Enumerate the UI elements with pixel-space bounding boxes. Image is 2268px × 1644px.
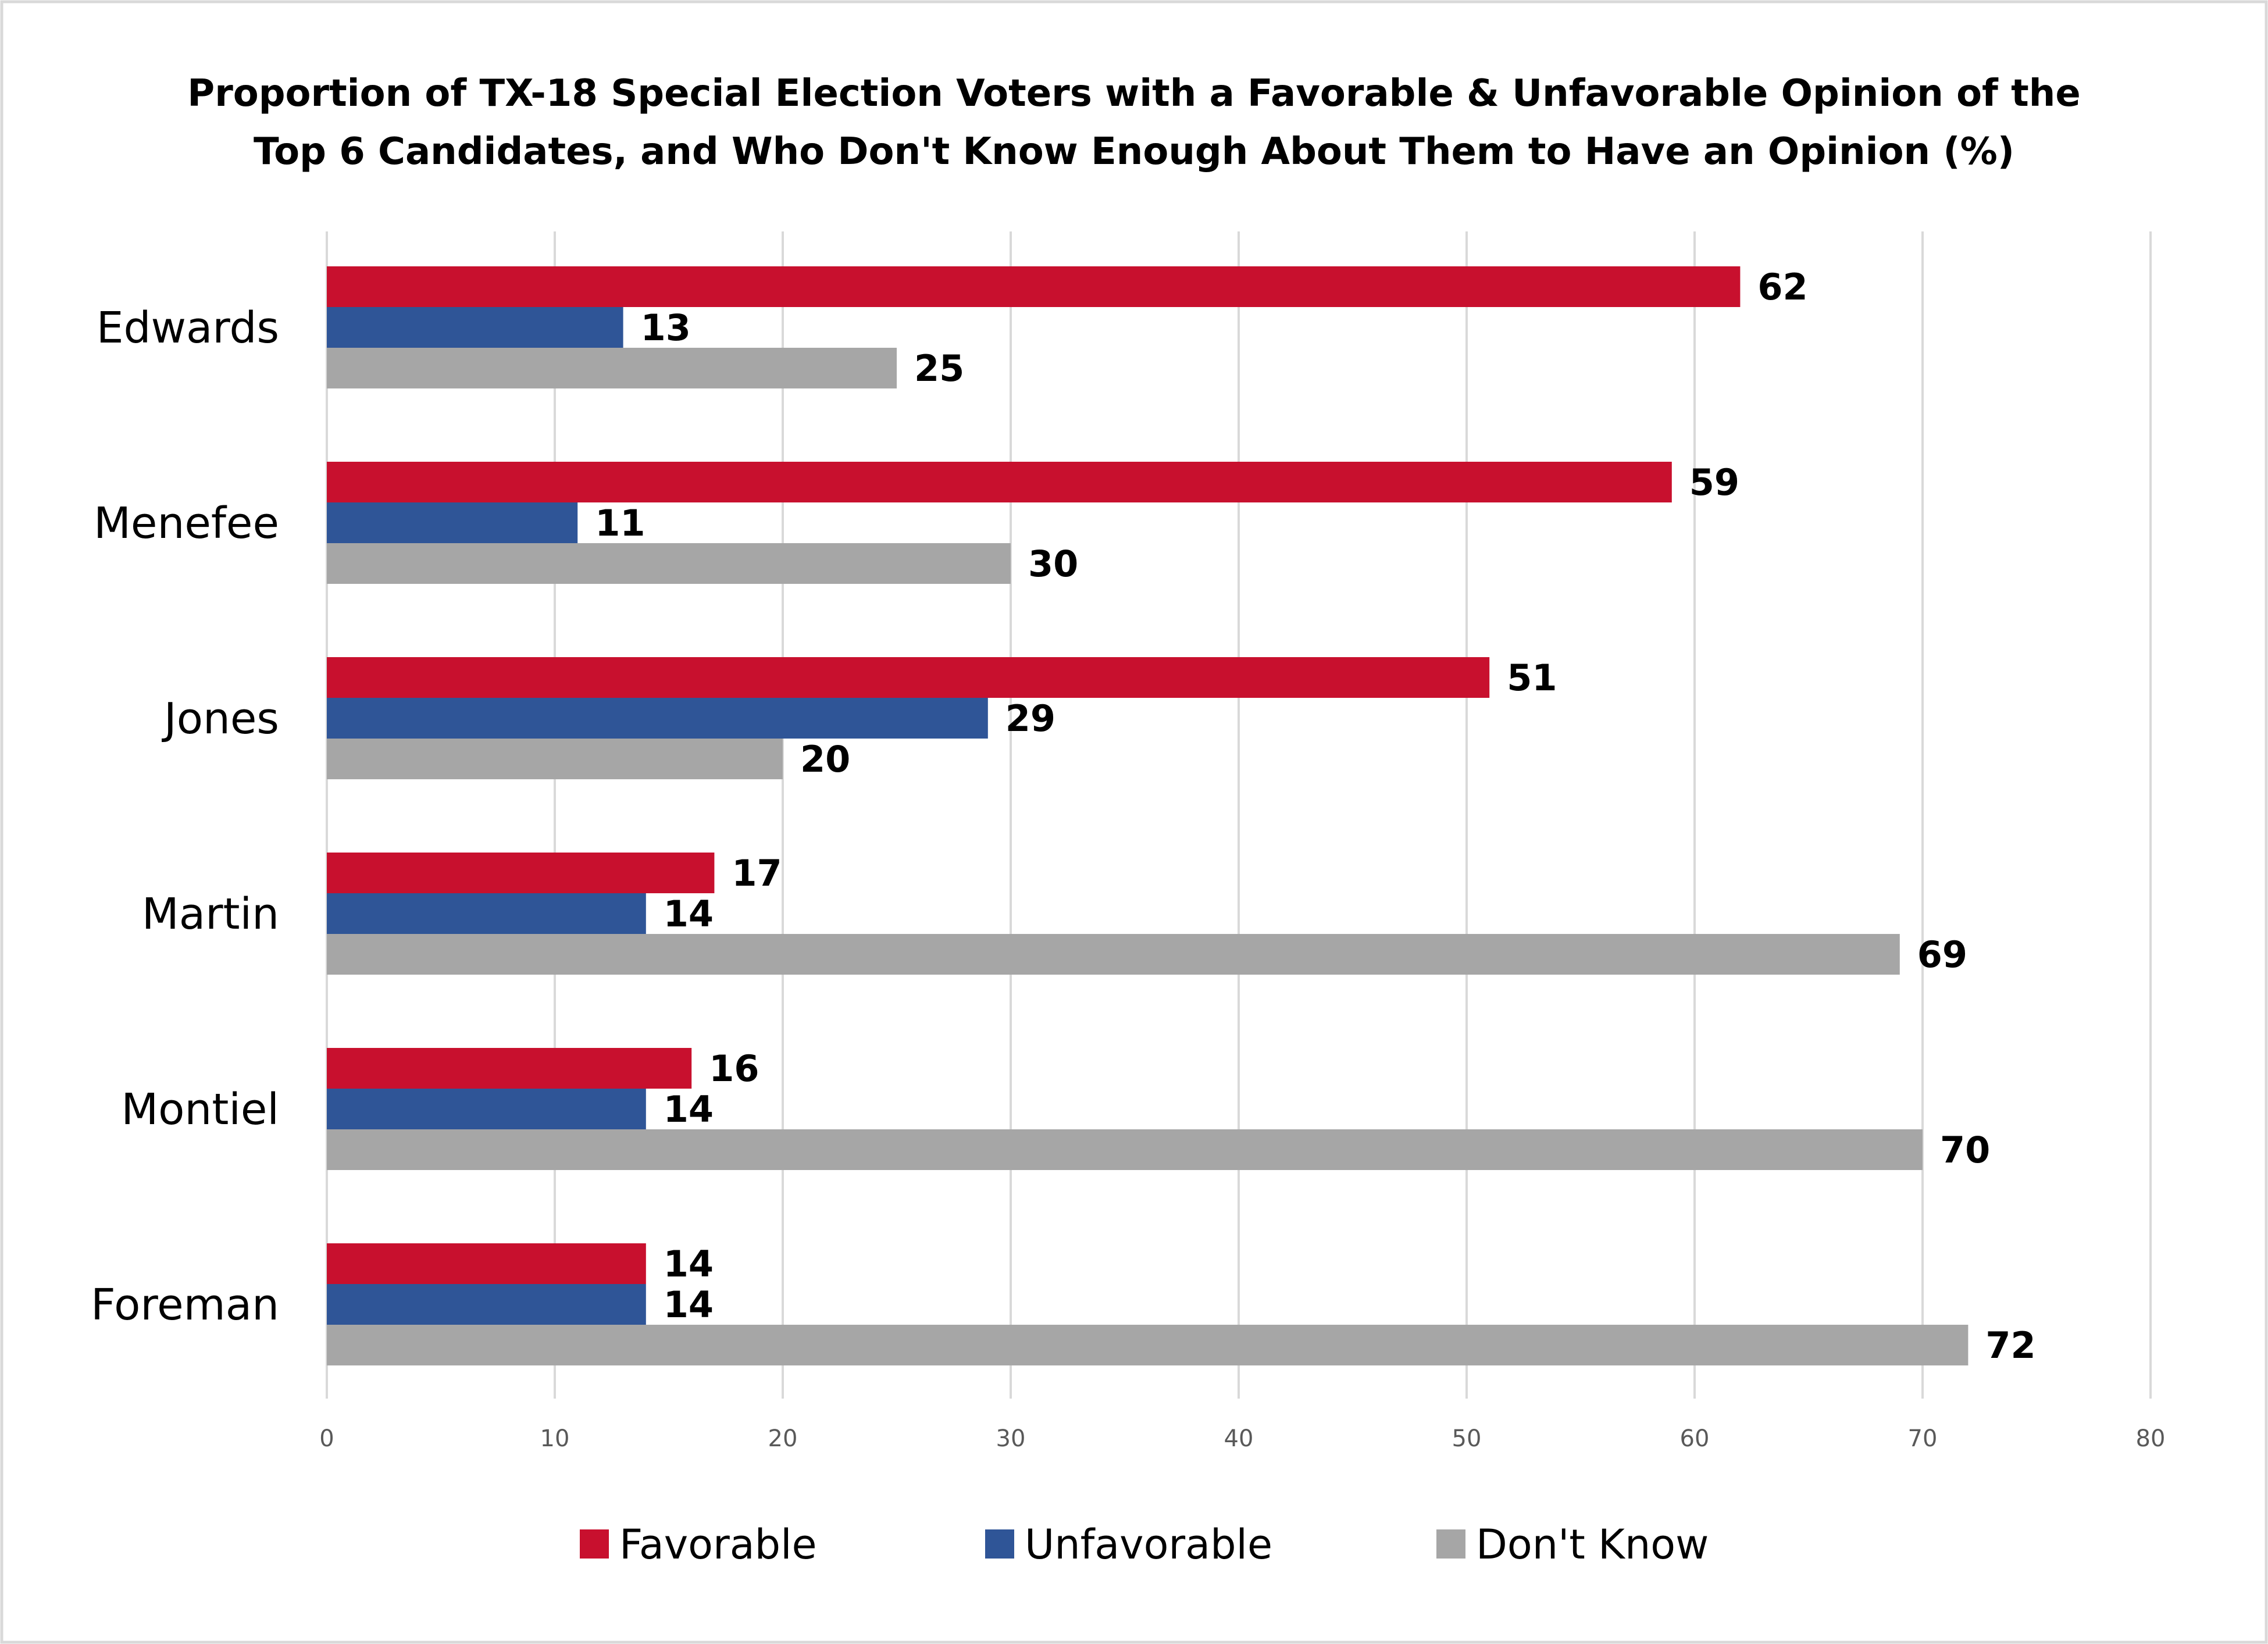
data-label: 20	[800, 738, 850, 780]
data-label: 70	[1940, 1129, 1990, 1171]
bar-unfavorable-foreman	[327, 1284, 646, 1325]
legend-swatch	[1436, 1529, 1465, 1559]
data-label: 11	[595, 502, 645, 544]
data-label: 17	[732, 852, 782, 894]
bar-unfavorable-martin	[327, 893, 646, 934]
data-label: 72	[1985, 1324, 2035, 1367]
data-label: 13	[641, 306, 691, 349]
legend-swatch	[985, 1529, 1014, 1559]
x-tick-label: 50	[1452, 1425, 1482, 1452]
legend-label: Favorable	[619, 1521, 817, 1568]
data-label: 14	[664, 1283, 714, 1326]
bar-favorable-foreman	[327, 1243, 646, 1284]
chart-title-line-1: Proportion of TX-18 Special Election Vot…	[187, 72, 2080, 115]
bar-favorable-jones	[327, 657, 1490, 698]
bar-don-t-know-edwards	[327, 348, 897, 388]
data-label: 25	[914, 347, 964, 390]
legend-swatch	[580, 1529, 609, 1559]
bar-unfavorable-montiel	[327, 1089, 646, 1129]
data-label: 14	[664, 1243, 714, 1285]
bar-favorable-martin	[327, 853, 715, 893]
category-label: Montiel	[121, 1085, 279, 1135]
category-label: Martin	[142, 889, 279, 939]
bar-don-t-know-menefee	[327, 543, 1011, 584]
data-label: 14	[664, 1088, 714, 1131]
data-label: 30	[1028, 543, 1078, 585]
data-label: 51	[1507, 657, 1557, 699]
bar-don-t-know-martin	[327, 934, 1900, 975]
bar-don-t-know-foreman	[327, 1325, 1969, 1365]
x-tick-label: 0	[319, 1425, 334, 1452]
category-label: Edwards	[97, 303, 279, 353]
category-label: Jones	[162, 694, 279, 744]
legend-label: Unfavorable	[1025, 1521, 1272, 1568]
data-label: 69	[1917, 933, 1967, 976]
data-label: 29	[1005, 697, 1055, 740]
x-tick-label: 30	[996, 1425, 1026, 1452]
data-label: 62	[1757, 266, 1807, 308]
bar-unfavorable-edwards	[327, 307, 623, 348]
category-label: Menefee	[94, 498, 279, 548]
bar-don-t-know-jones	[327, 739, 783, 779]
legend-label: Don't Know	[1476, 1521, 1709, 1568]
data-label: 59	[1689, 461, 1739, 504]
x-tick-label: 10	[540, 1425, 570, 1452]
chart-title-line-2: Top 6 Candidates, and Who Don't Know Eno…	[254, 130, 2014, 173]
bar-favorable-edwards	[327, 266, 1741, 307]
bar-don-t-know-montiel	[327, 1129, 1923, 1170]
data-label: 14	[664, 893, 714, 935]
bar-unfavorable-menefee	[327, 502, 578, 543]
bar-favorable-menefee	[327, 462, 1672, 502]
data-label: 16	[709, 1047, 759, 1090]
x-tick-label: 20	[768, 1425, 798, 1452]
bar-favorable-montiel	[327, 1048, 692, 1089]
x-tick-label: 80	[2136, 1425, 2166, 1452]
x-tick-label: 40	[1224, 1425, 1254, 1452]
bar-unfavorable-jones	[327, 698, 988, 739]
category-label: Foreman	[91, 1280, 279, 1330]
x-tick-label: 60	[1680, 1425, 1710, 1452]
x-tick-label: 70	[1908, 1425, 1938, 1452]
